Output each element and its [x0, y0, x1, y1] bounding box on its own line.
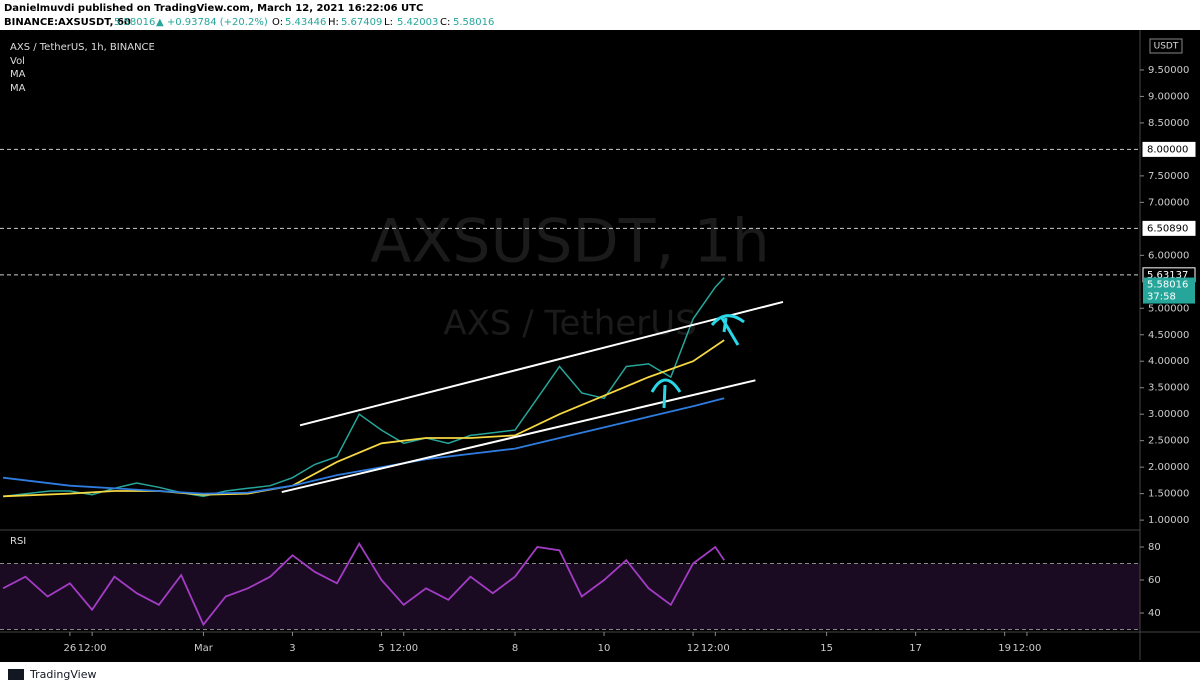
y-tick-label: 1.00000: [1148, 515, 1189, 526]
y-tick-label: 5.00000: [1148, 303, 1189, 314]
x-tick-label: 5: [378, 643, 384, 654]
y-tick-label: 60: [1148, 575, 1161, 586]
level-label: 8.00000: [1147, 144, 1188, 155]
x-tick-label: 15: [820, 643, 833, 654]
publisher: Danielmuvdi published on TradingView.com…: [4, 3, 423, 14]
ohlc-key: O:: [272, 17, 283, 28]
footer-brand: TradingView: [29, 668, 96, 681]
legend-ma: MA: [10, 83, 26, 94]
level-box: [1142, 141, 1196, 157]
footer-logo: [8, 669, 24, 680]
x-tick-label: 12:00: [389, 643, 418, 654]
x-tick-label: Mar: [194, 643, 214, 654]
header-bar: [0, 0, 1200, 30]
y-tick-label: 8.50000: [1148, 118, 1189, 129]
y-tick-label: 9.50000: [1148, 65, 1189, 76]
legend-volume: Vol: [10, 56, 25, 67]
x-tick-label: 19: [998, 643, 1011, 654]
y-tick-label: 1.50000: [1148, 489, 1189, 500]
y-tick-label: 4.50000: [1148, 330, 1189, 341]
y-tick-label: 3.00000: [1148, 409, 1189, 420]
ohlc-key: L:: [384, 17, 393, 28]
x-tick-label: 17: [909, 643, 922, 654]
level-label: 6.50890: [1147, 223, 1188, 234]
x-tick-label: 12:00: [78, 643, 107, 654]
hand-drawn-mark: [650, 378, 682, 409]
level-box: [1142, 220, 1196, 236]
currency-box: [1149, 38, 1183, 54]
countdown: 37:58: [1147, 292, 1176, 303]
ohlc-value: 5.42003: [397, 17, 438, 28]
currency: USDT: [1154, 42, 1179, 52]
ohlc-key: C:: [440, 17, 450, 28]
change: ▲ +0.93784 (+20.2%): [156, 17, 268, 28]
symbol: BINANCE:AXSUSDT, 60: [4, 17, 131, 28]
watermark-name: AXS / TetherUS: [443, 304, 696, 344]
y-tick-label: 9.00000: [1148, 91, 1189, 102]
hand-drawn-mark: [710, 314, 745, 346]
footer-bar: [0, 662, 1200, 689]
x-tick-label: 10: [598, 643, 611, 654]
rsi-title: RSI: [10, 536, 26, 547]
y-tick-label: 80: [1148, 542, 1161, 553]
ohlc-value: 5.67409: [341, 17, 382, 28]
y-tick-label: 4.00000: [1148, 356, 1189, 367]
ohlc-key: H:: [328, 17, 339, 28]
x-tick-label: 12:00: [701, 643, 730, 654]
watermark-symbol: AXSUSDT, 1h: [370, 207, 769, 277]
last-price-label: 5.58016: [1147, 280, 1188, 291]
x-tick-label: 3: [289, 643, 295, 654]
y-tick-label: 6.00000: [1148, 250, 1189, 261]
y-tick-label: 2.50000: [1148, 436, 1189, 447]
y-tick-label: 40: [1148, 608, 1161, 619]
ohlc-value: 5.58016: [453, 17, 494, 28]
x-tick-label: 8: [512, 643, 518, 654]
series-line: [4, 277, 725, 498]
plot: 1.00000 1.50000 2.00000 2.50000 3.00000 3.500…: [0, 65, 1196, 654]
y-tick-label: 2.00000: [1148, 462, 1189, 473]
y-tick-label: 7.50000: [1148, 171, 1189, 182]
ohlc-value: 5.43446: [285, 17, 326, 28]
x-tick-label: 12:00: [1013, 643, 1042, 654]
legend-title: AXS / TetherUS, 1h, BINANCE: [10, 42, 155, 53]
trendline: [281, 379, 756, 494]
x-tick-label: 12: [687, 643, 700, 654]
price: 5.58016: [114, 17, 155, 28]
y-tick-label: 3.50000: [1148, 383, 1189, 394]
series-line: [2, 541, 725, 627]
x-tick-label: 26: [64, 643, 77, 654]
trendline: [299, 300, 784, 427]
legend-ma: MA: [10, 69, 26, 80]
level-label: 5.63137: [1147, 270, 1188, 281]
y-tick-label: 7.00000: [1148, 197, 1189, 208]
symbol-line: BINANCE:AXSUSDT, 60 5.58016 ▲ +0.93784 (…: [4, 17, 494, 28]
last-price-box: [1143, 277, 1195, 304]
